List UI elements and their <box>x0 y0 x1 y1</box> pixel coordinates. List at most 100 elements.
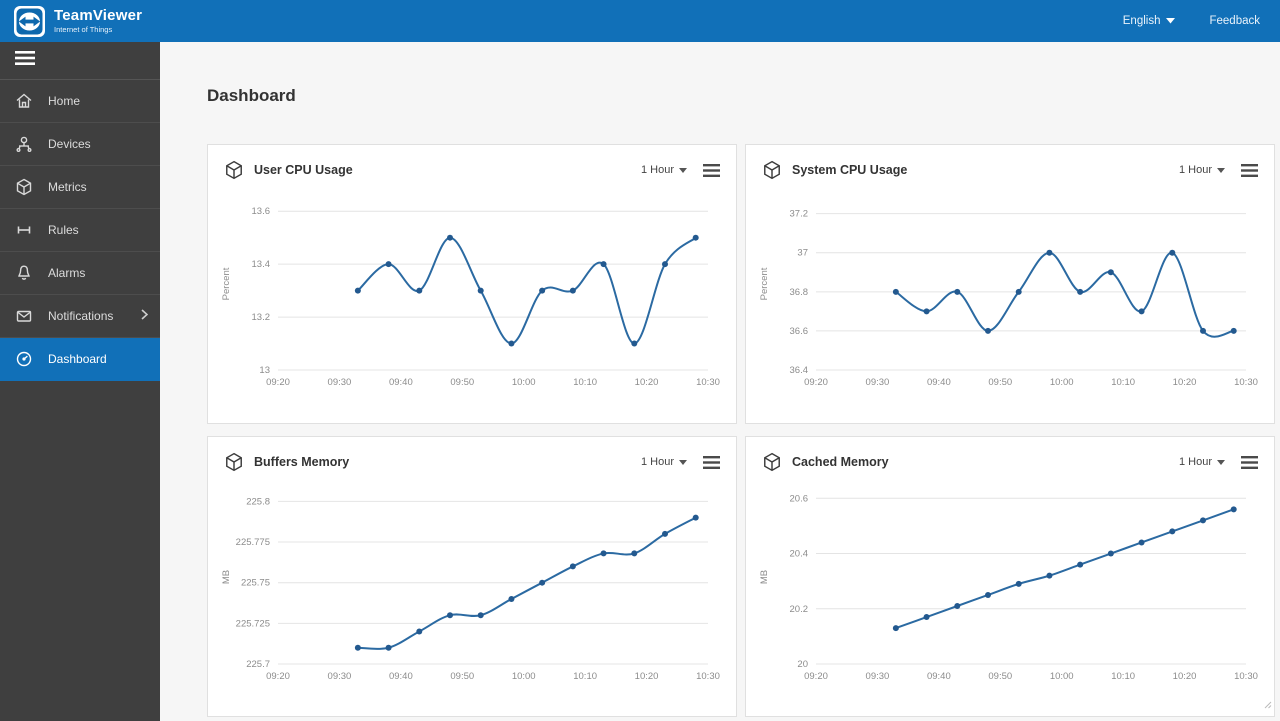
brand-title: TeamViewer <box>54 7 143 25</box>
sidebar-item-label: Notifications <box>48 309 114 323</box>
svg-text:10:30: 10:30 <box>696 377 720 388</box>
chevron-down-icon <box>1166 15 1176 27</box>
svg-text:10:20: 10:20 <box>1173 671 1197 682</box>
svg-text:09:40: 09:40 <box>927 377 951 388</box>
svg-text:20: 20 <box>797 659 808 670</box>
svg-text:09:20: 09:20 <box>266 377 290 388</box>
menu-toggle-button[interactable] <box>0 42 160 80</box>
sidebar-item-label: Alarms <box>48 266 86 280</box>
chart-title: System CPU Usage <box>792 163 908 177</box>
metric-hexagon-icon <box>762 160 782 180</box>
metric-hexagon-icon <box>762 452 782 472</box>
svg-text:10:10: 10:10 <box>1111 671 1135 682</box>
svg-text:225.7: 225.7 <box>246 659 270 670</box>
chart-title: Cached Memory <box>792 455 889 469</box>
svg-text:36.8: 36.8 <box>790 287 809 298</box>
chart-card-cached-memory: Cached Memory 1 Hour 20.6 20.4 20.2 20 09:20… <box>745 436 1275 717</box>
chevron-down-icon <box>1217 164 1225 176</box>
svg-text:09:20: 09:20 <box>804 671 828 682</box>
time-range-dropdown[interactable]: 1 Hour <box>1179 164 1225 176</box>
svg-text:09:50: 09:50 <box>988 671 1012 682</box>
time-range-dropdown[interactable]: 1 Hour <box>641 456 687 468</box>
svg-text:09:30: 09:30 <box>866 377 890 388</box>
time-range-label: 1 Hour <box>1178 164 1212 176</box>
language-dropdown[interactable]: English <box>1123 15 1176 27</box>
svg-text:225.725: 225.725 <box>236 618 270 629</box>
svg-text:225.8: 225.8 <box>246 496 270 507</box>
sidebar-item-home[interactable]: Home <box>0 80 160 123</box>
svg-text:09:50: 09:50 <box>988 377 1012 388</box>
sidebar-item-label: Devices <box>48 137 91 151</box>
card-menu-icon[interactable] <box>1241 455 1258 469</box>
svg-text:10:20: 10:20 <box>635 671 659 682</box>
home-icon <box>15 92 33 110</box>
chevron-down-icon <box>679 456 687 468</box>
sidebar-item-metrics[interactable]: Metrics <box>0 166 160 209</box>
time-range-label: 1 Hour <box>1178 456 1212 468</box>
svg-text:10:20: 10:20 <box>635 377 659 388</box>
teamviewer-logo-icon <box>14 5 45 37</box>
svg-text:36.4: 36.4 <box>790 365 809 376</box>
svg-text:Percent: Percent <box>759 267 770 300</box>
svg-text:10:10: 10:10 <box>573 671 597 682</box>
line-chart-buffers-memory: 225.8 225.775 225.75 225.725 225.709:20 09:30… <box>221 496 720 682</box>
card-menu-icon[interactable] <box>703 163 720 177</box>
svg-text:09:30: 09:30 <box>328 377 352 388</box>
svg-text:09:30: 09:30 <box>328 671 352 682</box>
svg-text:09:50: 09:50 <box>450 377 474 388</box>
card-menu-icon[interactable] <box>1241 163 1258 177</box>
svg-text:225.775: 225.775 <box>236 537 270 548</box>
svg-text:36.6: 36.6 <box>790 326 809 337</box>
svg-text:13.6: 13.6 <box>252 206 271 217</box>
metric-hexagon-icon <box>224 452 244 472</box>
svg-text:10:20: 10:20 <box>1173 377 1197 388</box>
sidebar-item-notifications[interactable]: Notifications <box>0 295 160 338</box>
card-menu-icon[interactable] <box>703 455 720 469</box>
svg-text:10:00: 10:00 <box>1050 671 1074 682</box>
brand: TeamViewer Internet of Things <box>54 8 142 34</box>
svg-text:20.2: 20.2 <box>790 604 809 615</box>
sidebar-item-rules[interactable]: Rules <box>0 209 160 252</box>
time-range-label: 1 Hour <box>640 164 674 176</box>
chart-title: User CPU Usage <box>254 163 353 177</box>
sidebar-item-label: Rules <box>48 223 79 237</box>
metric-hexagon-icon <box>224 160 244 180</box>
sidebar-item-alarms[interactable]: Alarms <box>0 252 160 295</box>
notifications-icon <box>15 307 33 325</box>
time-range-label: 1 Hour <box>640 456 674 468</box>
svg-text:09:40: 09:40 <box>927 671 951 682</box>
resize-grip-icon[interactable] <box>1264 696 1272 714</box>
svg-text:10:10: 10:10 <box>1111 377 1135 388</box>
alarms-icon <box>15 264 33 282</box>
svg-text:09:50: 09:50 <box>450 671 474 682</box>
sidebar-item-label: Dashboard <box>48 352 107 366</box>
svg-text:37.2: 37.2 <box>790 209 809 220</box>
chevron-right-icon <box>141 309 149 323</box>
sidebar-navigation: Home Devices Metrics <box>0 42 160 721</box>
time-range-dropdown[interactable]: 1 Hour <box>641 164 687 176</box>
page-title: Dashboard <box>207 86 296 105</box>
svg-text:Percent: Percent <box>221 267 232 300</box>
svg-text:13.2: 13.2 <box>252 312 271 323</box>
sidebar-item-label: Metrics <box>48 180 87 194</box>
feedback-link[interactable]: Feedback <box>1209 15 1260 27</box>
svg-text:10:30: 10:30 <box>1234 671 1258 682</box>
svg-text:09:40: 09:40 <box>389 377 413 388</box>
time-range-dropdown[interactable]: 1 Hour <box>1179 456 1225 468</box>
svg-text:10:30: 10:30 <box>696 671 720 682</box>
hamburger-icon <box>15 51 35 70</box>
svg-text:10:30: 10:30 <box>1234 377 1258 388</box>
svg-text:09:20: 09:20 <box>266 671 290 682</box>
sidebar-item-dashboard[interactable]: Dashboard <box>0 338 160 381</box>
line-chart-system-cpu: 37.2 37 36.8 36.6 36.409:20 09:30 09:40 09:50 10… <box>759 209 1258 388</box>
svg-text:MB: MB <box>221 570 232 584</box>
svg-text:37: 37 <box>797 248 808 259</box>
metrics-icon <box>15 178 33 196</box>
chart-card-system-cpu: System CPU Usage 1 Hour 37.2 37 36.8 36.6 36… <box>745 144 1275 424</box>
chevron-down-icon <box>679 164 687 176</box>
svg-text:225.75: 225.75 <box>241 578 270 589</box>
brand-subtitle: Internet of Things <box>54 24 113 34</box>
dashboard-grid: User CPU Usage 1 Hour 13.6 13.4 13.2 13 09:2… <box>207 144 1280 717</box>
sidebar-item-devices[interactable]: Devices <box>0 123 160 166</box>
